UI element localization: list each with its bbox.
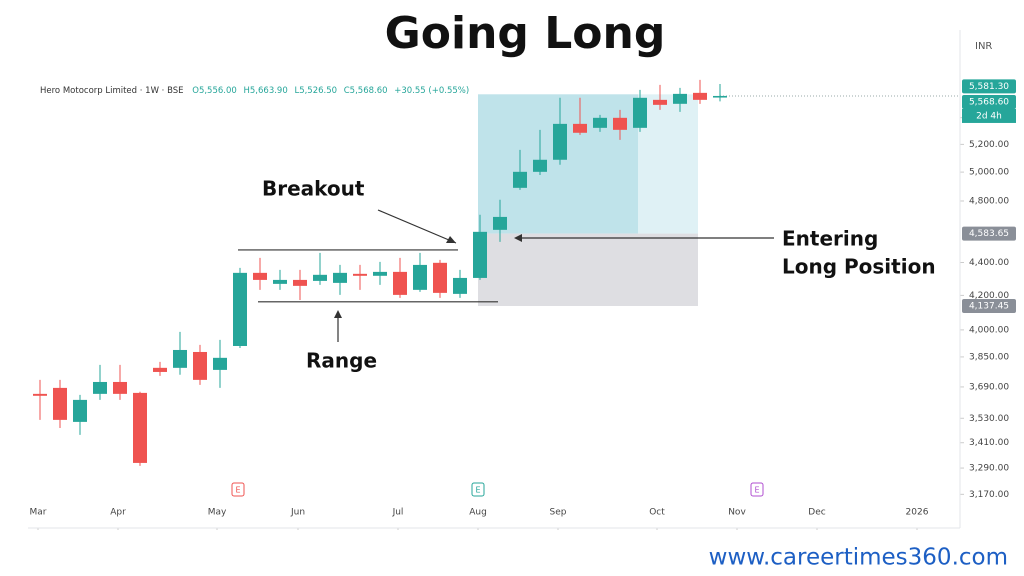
candle-body bbox=[73, 399, 87, 422]
candle-body bbox=[713, 95, 727, 98]
candle-body bbox=[93, 381, 107, 394]
candle-body bbox=[113, 381, 127, 394]
annotation-entry: Entering bbox=[782, 227, 878, 251]
y-tick-label: 3,850.00 bbox=[969, 352, 1009, 362]
candle-body bbox=[693, 92, 707, 100]
countdown-box bbox=[962, 108, 1016, 123]
y-tick-label: 3,410.00 bbox=[969, 438, 1009, 448]
price-label: 5,581.30 bbox=[969, 82, 1009, 92]
candle-body bbox=[133, 392, 147, 463]
event-label: E bbox=[235, 486, 240, 495]
plot-area: 3,170.00 3,290.00 3,410.00 3,530.00 3,690.00… bbox=[30, 79, 1016, 530]
candle-body bbox=[293, 279, 307, 286]
candle-body bbox=[673, 93, 687, 104]
x-tick-label: May bbox=[208, 508, 227, 518]
candle-body bbox=[553, 123, 567, 160]
candle-body bbox=[273, 279, 287, 284]
candle-body bbox=[373, 271, 387, 276]
ohlc-open: O5,556.00 bbox=[192, 86, 237, 96]
candle-body bbox=[493, 216, 507, 230]
price-label-box bbox=[962, 226, 1016, 241]
candle-body bbox=[53, 387, 67, 420]
event-marker bbox=[750, 482, 764, 497]
candle-body bbox=[333, 272, 347, 283]
candle-body bbox=[33, 393, 47, 396]
candle-body bbox=[193, 351, 207, 380]
stop-zone bbox=[478, 233, 698, 307]
currency-label: INR bbox=[975, 41, 992, 52]
footer-url: www.careertimes360.com bbox=[709, 545, 1008, 571]
x-tick-label: Dec bbox=[808, 508, 825, 518]
event-marker bbox=[471, 482, 485, 497]
annotation-range: Range bbox=[306, 349, 377, 373]
x-tick-label: Sep bbox=[550, 508, 567, 518]
target-progress bbox=[478, 94, 638, 234]
candle-body bbox=[453, 277, 467, 294]
x-tick-label: Apr bbox=[110, 508, 126, 518]
x-tick-label: Nov bbox=[728, 508, 746, 518]
candle-body bbox=[313, 274, 327, 281]
countdown: 2d 4h bbox=[976, 111, 1002, 121]
y-tick-label: 5,200.00 bbox=[969, 140, 1009, 150]
candle-body bbox=[633, 97, 647, 128]
y-tick-label: 4,800.00 bbox=[969, 196, 1009, 206]
y-tick-label: 4,200.00 bbox=[969, 291, 1009, 301]
ohlc-close: C5,568.60 bbox=[344, 86, 388, 96]
x-tick-label: Jul bbox=[392, 508, 404, 518]
symbol-name: Hero Motocorp Limited · 1W · BSE bbox=[40, 86, 184, 96]
price-label: 4,137.45 bbox=[969, 302, 1009, 312]
candle-body bbox=[413, 264, 427, 290]
candle-body bbox=[573, 123, 587, 133]
price-label-box bbox=[962, 94, 1016, 109]
candle-body bbox=[513, 171, 527, 188]
y-tick-label: 3,530.00 bbox=[969, 414, 1009, 424]
chart-title: Going Long bbox=[385, 8, 666, 59]
candle-body bbox=[153, 367, 167, 372]
event-marker bbox=[231, 482, 245, 497]
candle-body bbox=[213, 357, 227, 370]
price-label: 4,583.65 bbox=[969, 229, 1009, 239]
y-tick-label: 5,000.00 bbox=[969, 168, 1009, 178]
y-tick-label: 3,690.00 bbox=[969, 382, 1009, 392]
arrow-head bbox=[334, 310, 342, 318]
candle-body bbox=[233, 272, 247, 346]
x-tick-label: 2026 bbox=[906, 508, 929, 518]
y-tick-label: 3,290.00 bbox=[969, 464, 1009, 474]
candle-body bbox=[593, 117, 607, 128]
y-tick-label: 4,000.00 bbox=[969, 325, 1009, 335]
candle-body bbox=[433, 262, 447, 293]
arrow bbox=[377, 209, 457, 244]
candle-body bbox=[393, 271, 407, 295]
candle-body bbox=[173, 349, 187, 368]
candle-body bbox=[253, 272, 267, 280]
candle-body bbox=[653, 99, 667, 105]
price-label: 5,568.60 bbox=[969, 97, 1009, 107]
candle-body bbox=[533, 159, 547, 172]
event-label: E bbox=[754, 486, 759, 495]
x-tick-label: Jun bbox=[290, 508, 305, 518]
x-tick-label: Aug bbox=[469, 508, 487, 518]
ohlc-low: L5,526.50 bbox=[294, 86, 337, 96]
symbol-legend: Hero Motocorp Limited · 1W · BSE O5,556.… bbox=[40, 86, 469, 96]
arrow-head bbox=[514, 234, 522, 242]
x-tick-label: Mar bbox=[30, 508, 47, 518]
price-label-box bbox=[962, 79, 1016, 94]
y-tick-label: 4,400.00 bbox=[969, 258, 1009, 268]
ohlc-change: +30.55 (+0.55%) bbox=[394, 86, 469, 96]
event-label: E bbox=[475, 486, 480, 495]
y-tick-label: 3,170.00 bbox=[969, 490, 1009, 500]
arrow-head bbox=[446, 236, 456, 243]
price-label-box bbox=[962, 299, 1016, 314]
annotation-breakout: Breakout bbox=[262, 177, 365, 201]
annotation-entry: Long Position bbox=[782, 255, 936, 279]
candle-body bbox=[613, 117, 627, 130]
x-tick-label: Oct bbox=[649, 508, 665, 518]
candle-body bbox=[473, 231, 487, 278]
candle-body bbox=[353, 273, 367, 276]
ohlc-high: H5,663.90 bbox=[244, 86, 288, 96]
